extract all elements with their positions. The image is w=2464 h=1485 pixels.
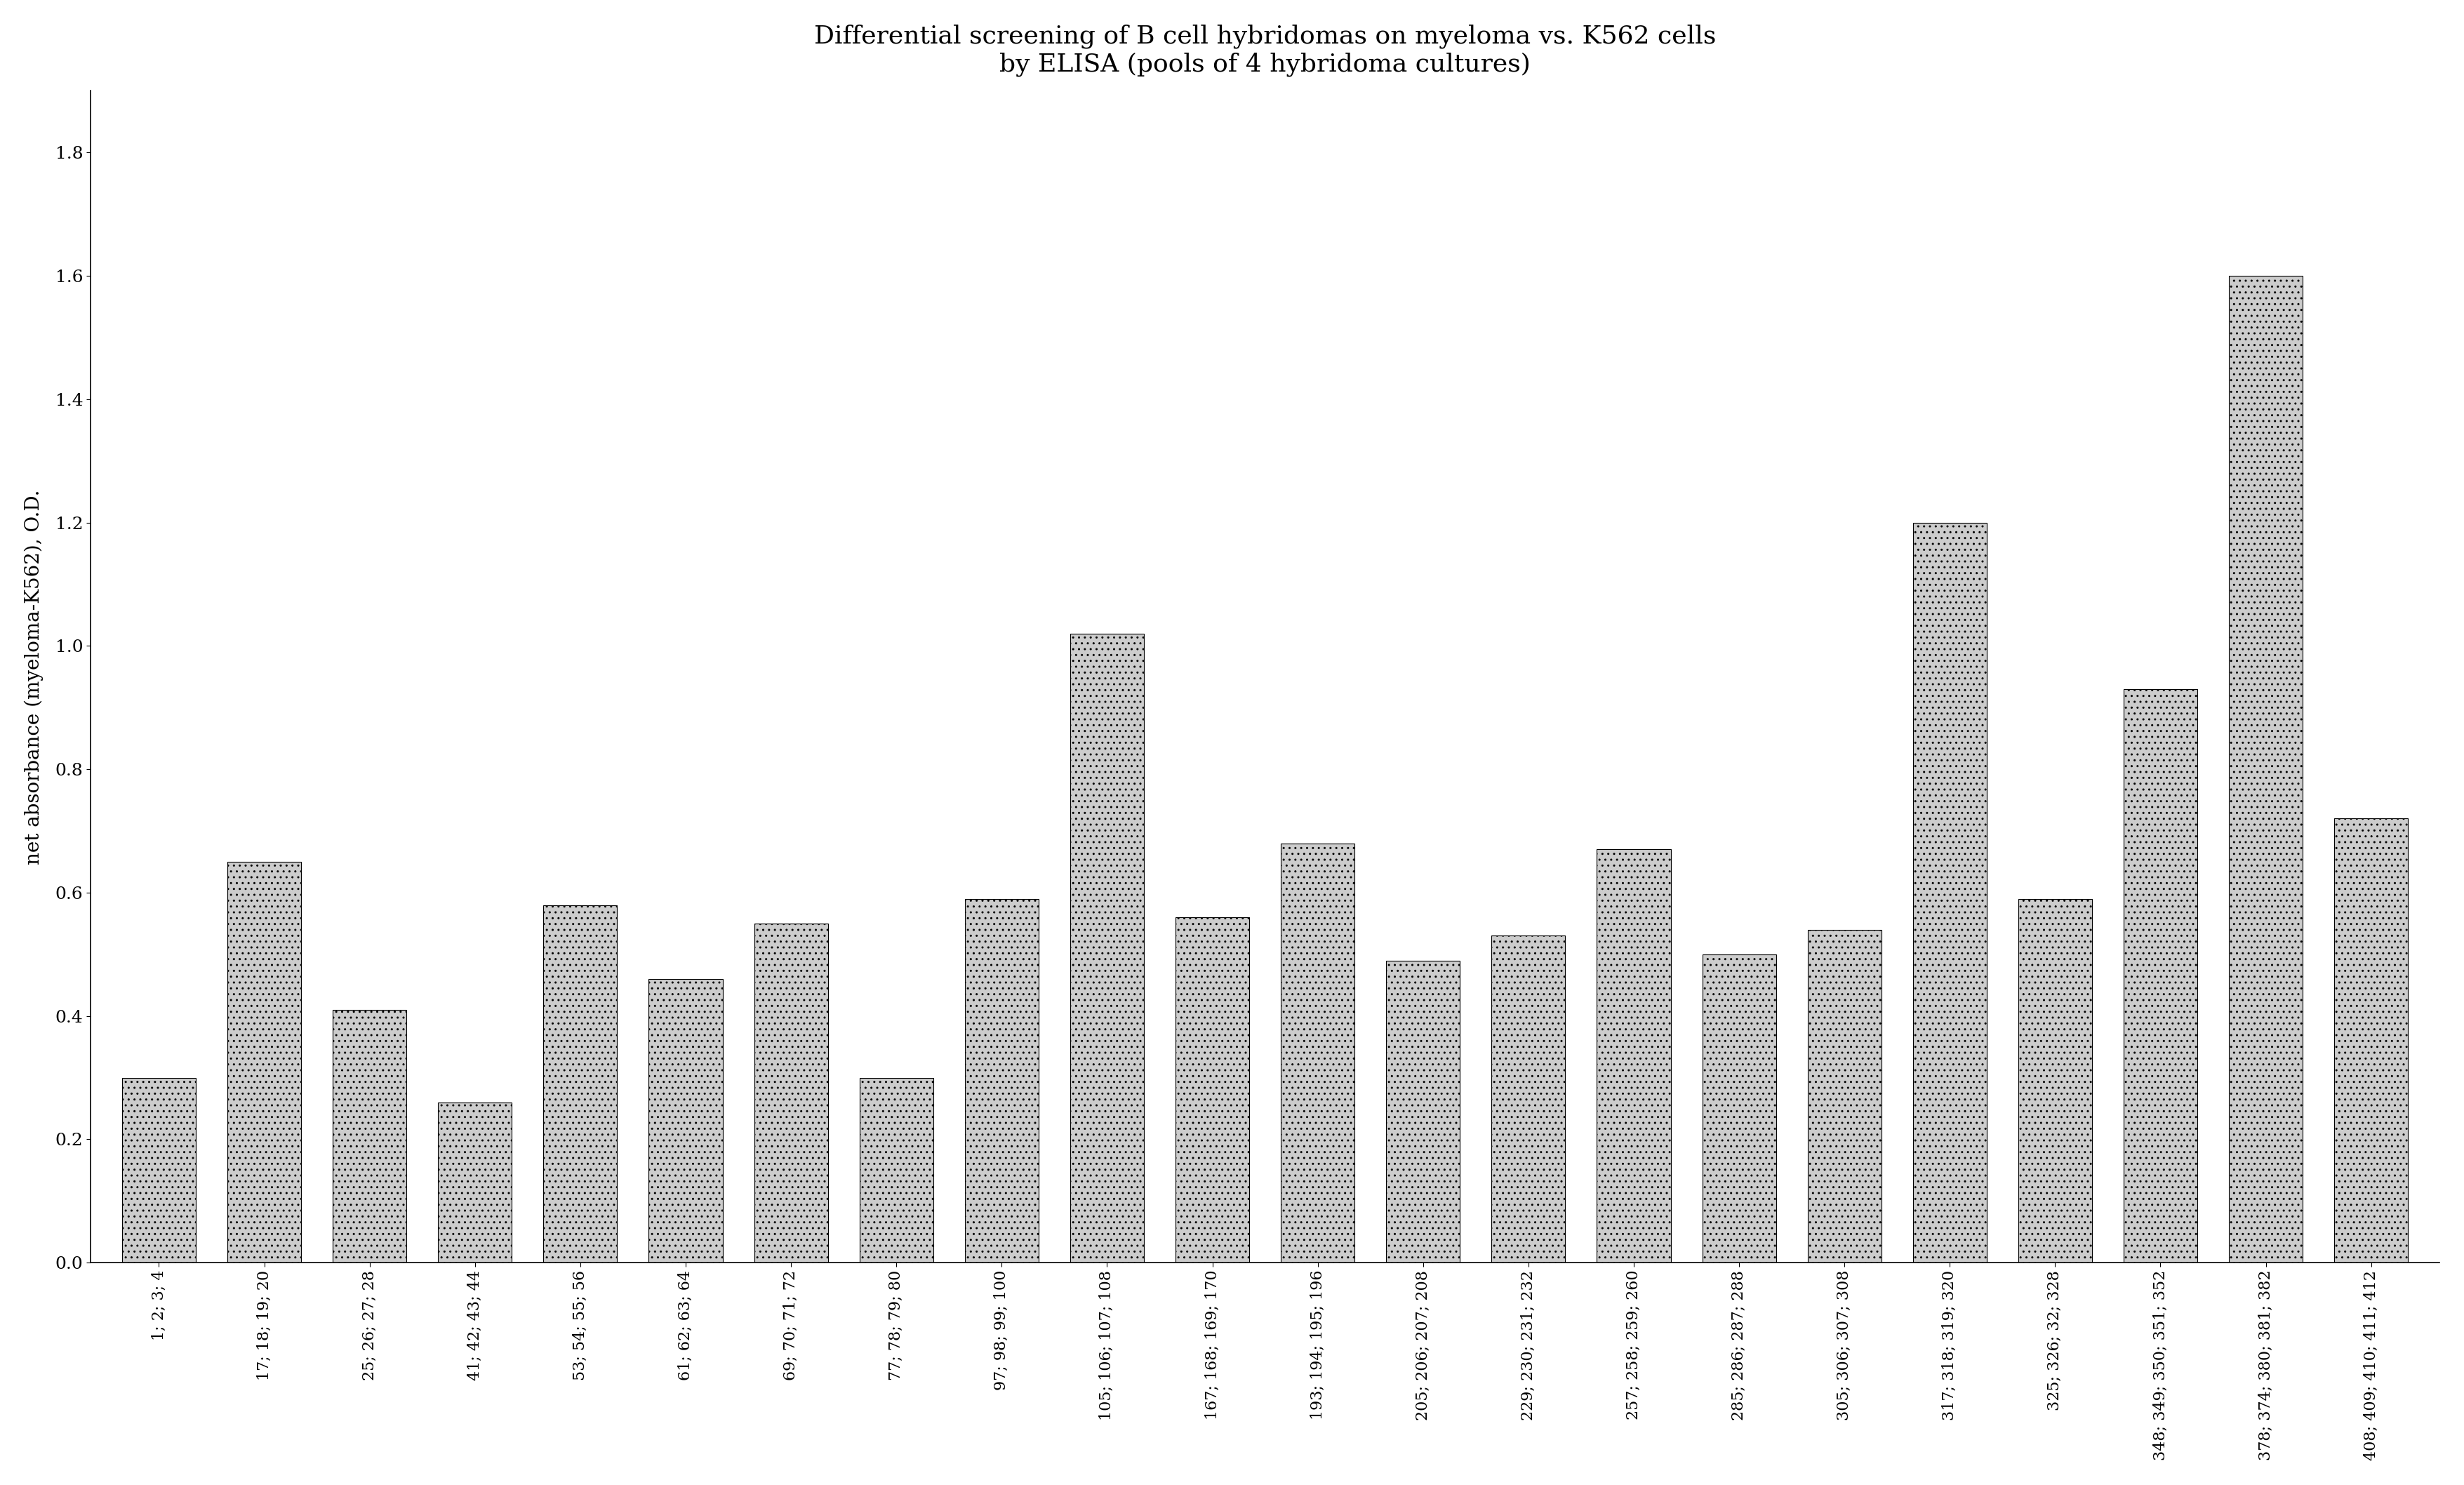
Bar [1387,961,1461,1262]
Bar [754,924,828,1262]
Bar [227,861,301,1262]
Bar [1281,843,1355,1262]
Bar [1912,523,1986,1262]
Bar [1491,936,1565,1262]
Bar [648,979,722,1262]
Bar [966,898,1037,1262]
Bar [2124,689,2198,1262]
Bar [1809,930,1882,1262]
Y-axis label: net absorbance (myeloma-K562), O.D.: net absorbance (myeloma-K562), O.D. [25,489,44,864]
Bar [1069,634,1143,1262]
Bar [1175,918,1249,1262]
Bar [1703,955,1777,1262]
Bar [2333,818,2407,1262]
Bar [2230,276,2304,1262]
Bar [860,1078,934,1262]
Bar [2018,898,2092,1262]
Bar [123,1078,195,1262]
Title: Differential screening of B cell hybridomas on myeloma vs. K562 cells
by ELISA (: Differential screening of B cell hybrido… [813,24,1715,77]
Bar [333,1010,407,1262]
Bar [1597,849,1671,1262]
Bar [439,1102,513,1262]
Bar [545,904,616,1262]
